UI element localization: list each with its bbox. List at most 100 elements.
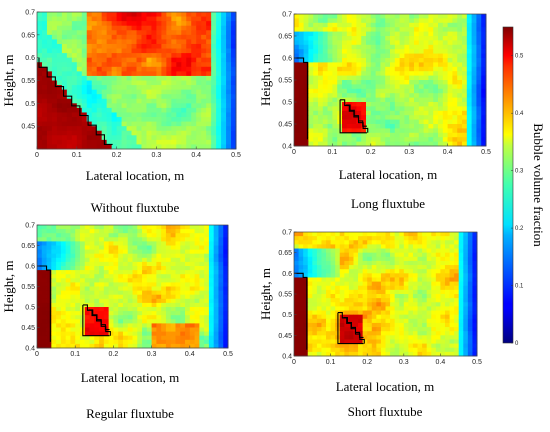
heatmap-cell bbox=[61, 121, 68, 127]
heatmap-cell bbox=[481, 62, 487, 68]
heatmap-cell bbox=[414, 14, 420, 19]
heatmap-cell bbox=[353, 244, 359, 249]
heatmap-cell bbox=[380, 298, 386, 303]
heatmap-cell bbox=[41, 307, 47, 312]
heatmap-cell bbox=[84, 294, 90, 300]
heatmap-cell bbox=[121, 53, 127, 59]
heatmap-cell bbox=[399, 49, 405, 54]
heatmap-cell bbox=[146, 57, 152, 63]
heatmap-cell bbox=[111, 117, 118, 122]
heatmap-cell bbox=[108, 274, 114, 279]
heatmap-cell bbox=[223, 315, 229, 320]
heatmap-cell bbox=[84, 278, 90, 283]
heatmap-cell bbox=[294, 265, 299, 270]
heatmap-cell bbox=[458, 236, 464, 241]
heatmap-cell bbox=[204, 237, 210, 242]
heatmap-cell bbox=[312, 335, 318, 340]
heatmap-cell bbox=[37, 71, 43, 77]
heatmap-cell bbox=[463, 232, 469, 237]
heatmap-cell bbox=[118, 343, 124, 349]
heatmap-cell bbox=[481, 71, 487, 76]
heatmap-cell bbox=[339, 335, 345, 340]
heatmap-cell bbox=[367, 260, 373, 266]
heatmap-cell bbox=[452, 66, 458, 72]
heatmap-cell bbox=[471, 44, 477, 50]
heatmap-cell bbox=[423, 102, 429, 107]
heatmap-cell bbox=[199, 331, 205, 337]
heatmap-cell bbox=[303, 141, 309, 147]
heatmap-cell bbox=[186, 12, 192, 17]
heatmap-cell bbox=[56, 282, 62, 287]
heatmap-cell bbox=[414, 124, 420, 129]
heatmap-cell bbox=[367, 289, 373, 295]
heatmap-cell bbox=[213, 270, 219, 275]
heatmap-cell bbox=[298, 331, 304, 336]
heatmap-cell bbox=[165, 302, 172, 308]
heatmap-cell bbox=[211, 53, 217, 59]
heatmap-cell bbox=[375, 75, 381, 81]
heatmap-cell bbox=[351, 132, 357, 138]
heatmap-cell bbox=[75, 335, 81, 341]
heatmap-cell bbox=[335, 285, 341, 291]
heatmap-cell bbox=[142, 241, 148, 246]
heatmap-cell bbox=[342, 137, 348, 142]
heatmap-cell bbox=[454, 331, 460, 336]
heatmap-cell bbox=[76, 30, 83, 36]
heatmap-cell bbox=[404, 137, 410, 142]
heatmap-cell bbox=[399, 339, 405, 344]
heatmap-cell bbox=[303, 236, 309, 241]
heatmap-cell bbox=[370, 31, 376, 37]
heatmap-cell bbox=[367, 240, 373, 245]
heatmap-cell bbox=[423, 80, 429, 85]
heatmap-cell bbox=[330, 232, 336, 237]
heatmap-cell bbox=[146, 249, 152, 255]
heatmap-cell bbox=[99, 327, 105, 332]
heatmap-cell bbox=[86, 66, 93, 72]
heatmap-cell bbox=[65, 311, 71, 316]
heatmap-cell bbox=[51, 66, 58, 72]
heatmap-cell bbox=[46, 286, 52, 291]
heatmap-cell bbox=[361, 58, 367, 63]
heatmap-cell bbox=[322, 27, 328, 32]
heatmap-cell bbox=[332, 75, 338, 81]
heatmap-cell bbox=[84, 233, 90, 238]
heatmap-cell bbox=[414, 93, 420, 98]
heatmap-cell bbox=[457, 31, 463, 37]
heatmap-cell bbox=[37, 34, 43, 40]
heatmap-cell bbox=[435, 244, 441, 249]
heatmap-cell bbox=[99, 282, 105, 287]
heatmap-cell bbox=[121, 71, 127, 77]
y-ticks: 0.450.50.550.60.650.7 bbox=[21, 10, 40, 131]
heatmap-cell bbox=[96, 16, 103, 22]
heatmap-cell bbox=[175, 286, 181, 291]
heatmap-cell bbox=[312, 285, 318, 291]
heatmap-cell bbox=[76, 80, 83, 86]
heatmap-cell bbox=[318, 137, 324, 142]
heatmap-cell bbox=[136, 34, 142, 40]
heatmap-cell bbox=[467, 236, 473, 241]
heatmap-cell bbox=[361, 132, 367, 138]
heatmap-cell bbox=[108, 237, 114, 242]
heatmap-cell bbox=[56, 80, 63, 86]
heatmap-cell bbox=[189, 274, 195, 279]
heatmap-cell bbox=[435, 306, 441, 311]
heatmap-cell bbox=[339, 281, 345, 287]
heatmap-cell bbox=[431, 310, 437, 316]
heatmap-cell bbox=[380, 269, 386, 274]
heatmap-cell bbox=[175, 266, 181, 271]
heatmap-cell bbox=[46, 315, 52, 320]
heatmap-cell bbox=[37, 80, 43, 86]
heatmap-cell bbox=[218, 323, 224, 328]
heatmap-cell bbox=[221, 139, 227, 145]
heatmap-cell bbox=[46, 66, 53, 72]
heatmap-cell bbox=[201, 135, 207, 141]
heatmap-cell bbox=[417, 289, 423, 295]
heatmap-cell bbox=[409, 137, 415, 142]
heatmap-cell bbox=[463, 347, 469, 353]
heatmap-cell bbox=[151, 39, 157, 45]
heatmap-cell bbox=[221, 66, 227, 72]
heatmap-cell bbox=[316, 331, 322, 336]
heatmap-cell bbox=[151, 261, 157, 267]
heatmap-cell bbox=[308, 27, 314, 32]
heatmap-cell bbox=[417, 285, 423, 291]
